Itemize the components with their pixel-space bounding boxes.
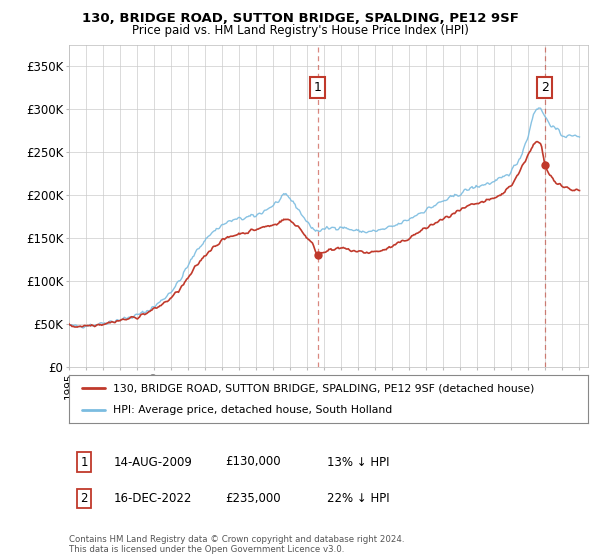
Text: £130,000: £130,000 bbox=[225, 455, 281, 469]
Text: 14-AUG-2009: 14-AUG-2009 bbox=[114, 455, 193, 469]
Text: Contains HM Land Registry data © Crown copyright and database right 2024.: Contains HM Land Registry data © Crown c… bbox=[69, 535, 404, 544]
Text: £235,000: £235,000 bbox=[225, 492, 281, 505]
Text: 2: 2 bbox=[541, 81, 549, 94]
Text: 2: 2 bbox=[80, 492, 88, 505]
Text: 1: 1 bbox=[314, 81, 322, 94]
Text: 1: 1 bbox=[80, 455, 88, 469]
Text: Price paid vs. HM Land Registry's House Price Index (HPI): Price paid vs. HM Land Registry's House … bbox=[131, 24, 469, 36]
Text: This data is licensed under the Open Government Licence v3.0.: This data is licensed under the Open Gov… bbox=[69, 545, 344, 554]
Text: 13% ↓ HPI: 13% ↓ HPI bbox=[327, 455, 389, 469]
Text: 16-DEC-2022: 16-DEC-2022 bbox=[114, 492, 193, 505]
Text: 130, BRIDGE ROAD, SUTTON BRIDGE, SPALDING, PE12 9SF: 130, BRIDGE ROAD, SUTTON BRIDGE, SPALDIN… bbox=[82, 12, 518, 25]
Text: 130, BRIDGE ROAD, SUTTON BRIDGE, SPALDING, PE12 9SF (detached house): 130, BRIDGE ROAD, SUTTON BRIDGE, SPALDIN… bbox=[113, 383, 535, 393]
Text: 22% ↓ HPI: 22% ↓ HPI bbox=[327, 492, 389, 505]
Text: HPI: Average price, detached house, South Holland: HPI: Average price, detached house, Sout… bbox=[113, 405, 392, 415]
